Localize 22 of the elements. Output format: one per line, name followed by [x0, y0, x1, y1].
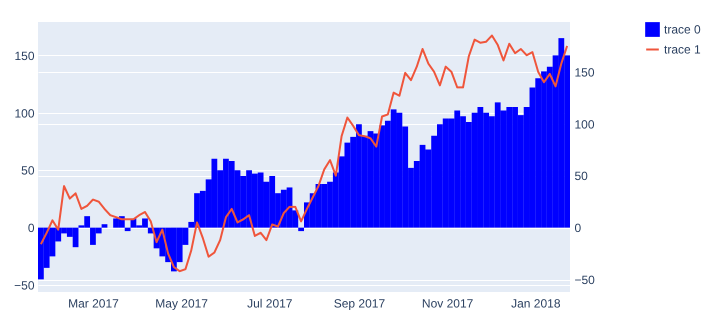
x-tick-label: May 2017 [155, 296, 208, 310]
legend-label: trace 1 [664, 42, 702, 56]
y2-tick-label: 100 [574, 117, 595, 132]
y-tick-label: 150 [14, 48, 35, 63]
y2-tick-label: 150 [574, 65, 595, 80]
bar [102, 224, 108, 228]
y2-tick-label: −50 [574, 273, 596, 288]
x-tick-label: Nov 2017 [422, 296, 474, 310]
y2-tick-label: 0 [574, 221, 582, 236]
y-tick-label: 50 [21, 164, 35, 178]
x-tick-label: Jul 2017 [247, 296, 293, 310]
y-tick-label: 0 [28, 221, 35, 236]
x-tick-label: Jan 2018 [511, 296, 561, 310]
x-tick-label: Sep 2017 [334, 296, 386, 310]
bar [124, 228, 131, 232]
x-tick-label: Mar 2017 [68, 296, 120, 310]
y-tick-label: −50 [14, 278, 35, 293]
legend-label: trace 0 [664, 22, 702, 36]
line-series [40, 34, 568, 272]
bar [298, 228, 304, 232]
y-tick-label: 100 [14, 106, 35, 120]
y2-tick-label: 50 [574, 169, 588, 184]
